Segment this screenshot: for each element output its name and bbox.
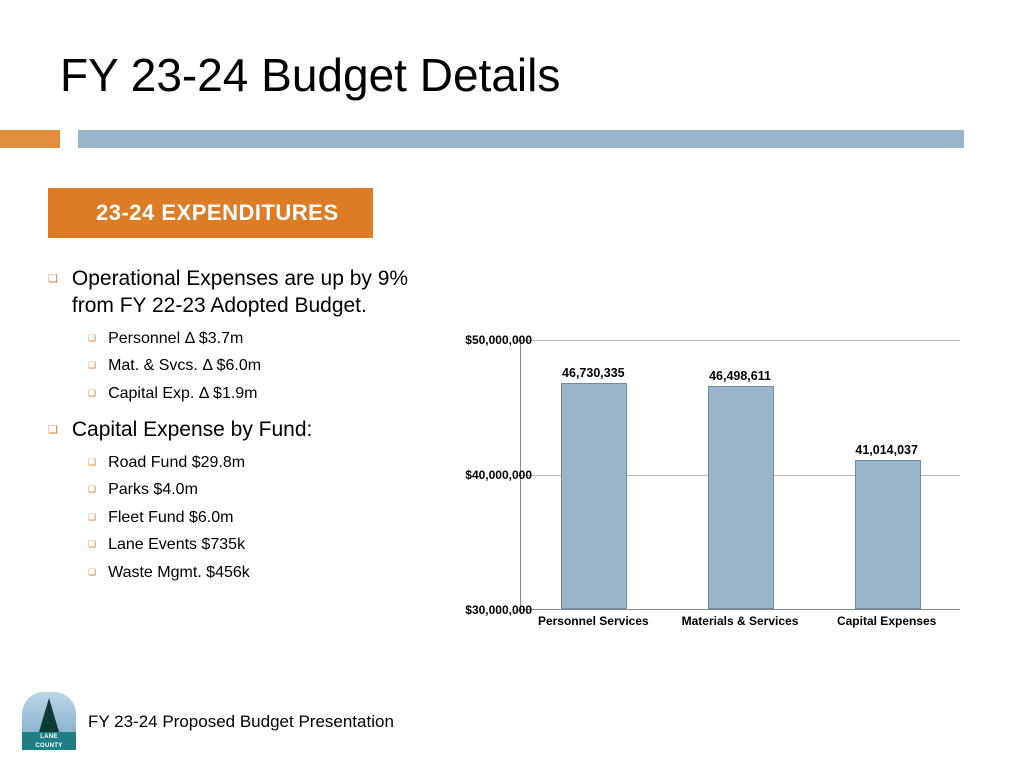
chart-x-axis-label: Personnel Services — [533, 614, 653, 629]
footer-text: FY 23-24 Proposed Budget Presentation — [88, 712, 394, 732]
bullet-text: Operational Expenses are up by 9% from F… — [72, 265, 438, 320]
chart-bar — [561, 383, 627, 609]
bullet-text: Personnel Δ $3.7m — [108, 328, 243, 350]
chart-gridline — [521, 340, 960, 341]
bullet-level2: ❏ Parks $4.0m — [88, 479, 438, 501]
bullet-level2: ❏ Capital Exp. Δ $1.9m — [88, 383, 438, 405]
chart-value-label: 46,498,611 — [675, 369, 805, 382]
tree-icon — [39, 698, 59, 732]
bullet-marker-icon: ❏ — [88, 484, 96, 501]
bullet-text: Mat. & Svcs. Δ $6.0m — [108, 355, 261, 377]
bullet-marker-icon: ❏ — [88, 512, 96, 529]
chart-bar — [708, 386, 774, 609]
chart-value-label: 46,730,335 — [528, 366, 658, 382]
divider-accent-blue — [78, 130, 964, 148]
bullet-level1: ❏ Operational Expenses are up by 9% from… — [48, 265, 438, 320]
logo-text: LANECOUNTY — [22, 732, 76, 750]
bullet-marker-icon: ❏ — [88, 457, 96, 474]
divider-gap — [60, 130, 78, 148]
divider-accent-orange — [0, 130, 60, 148]
bullet-marker-icon: ❏ — [48, 423, 58, 443]
bullet-marker-icon: ❏ — [88, 333, 96, 350]
bullet-text: Capital Exp. Δ $1.9m — [108, 383, 257, 405]
chart-bar — [855, 460, 921, 609]
expenditures-bar-chart: $30,000,000 $40,000,000 $50,000,000 46,730,… — [440, 330, 980, 660]
bullet-marker-icon: ❏ — [88, 360, 96, 377]
chart-y-axis-label: $50,000,000 — [442, 333, 532, 347]
bullet-level2: ❏ Waste Mgmt. $456k — [88, 562, 438, 584]
bullet-text: Parks $4.0m — [108, 479, 198, 501]
bullet-marker-icon: ❏ — [88, 567, 96, 584]
bullet-level2: ❏ Personnel Δ $3.7m — [88, 328, 438, 350]
bullet-marker-icon: ❏ — [88, 539, 96, 556]
chart-y-axis-label: $40,000,000 — [442, 468, 532, 482]
bullet-marker-icon: ❏ — [48, 272, 58, 320]
bullet-content: ❏ Operational Expenses are up by 9% from… — [48, 265, 438, 596]
logo-top — [22, 692, 76, 732]
bullet-text: Waste Mgmt. $456k — [108, 562, 250, 584]
chart-y-axis-label: $30,000,000 — [442, 603, 532, 617]
chart-x-axis-label: Materials & Services — [680, 614, 800, 629]
section-header: 23-24 EXPENDITURES — [48, 188, 373, 238]
chart-x-axis-label: Capital Expenses — [827, 614, 947, 629]
lane-county-logo: LANECOUNTY — [22, 692, 76, 750]
title-divider — [0, 130, 1024, 148]
bullet-text: Capital Expense by Fund: — [72, 416, 312, 443]
bullet-text: Fleet Fund $6.0m — [108, 507, 233, 529]
bullet-level2: ❏ Fleet Fund $6.0m — [88, 507, 438, 529]
bullet-level2: ❏ Lane Events $735k — [88, 534, 438, 556]
bullet-level2: ❏ Road Fund $29.8m — [88, 452, 438, 474]
bullet-level1: ❏ Capital Expense by Fund: — [48, 416, 438, 443]
bullet-marker-icon: ❏ — [88, 388, 96, 405]
bullet-text: Road Fund $29.8m — [108, 452, 245, 474]
bullet-level2: ❏ Mat. & Svcs. Δ $6.0m — [88, 355, 438, 377]
bullet-text: Lane Events $735k — [108, 534, 245, 556]
page-title: FY 23-24 Budget Details — [60, 48, 560, 102]
